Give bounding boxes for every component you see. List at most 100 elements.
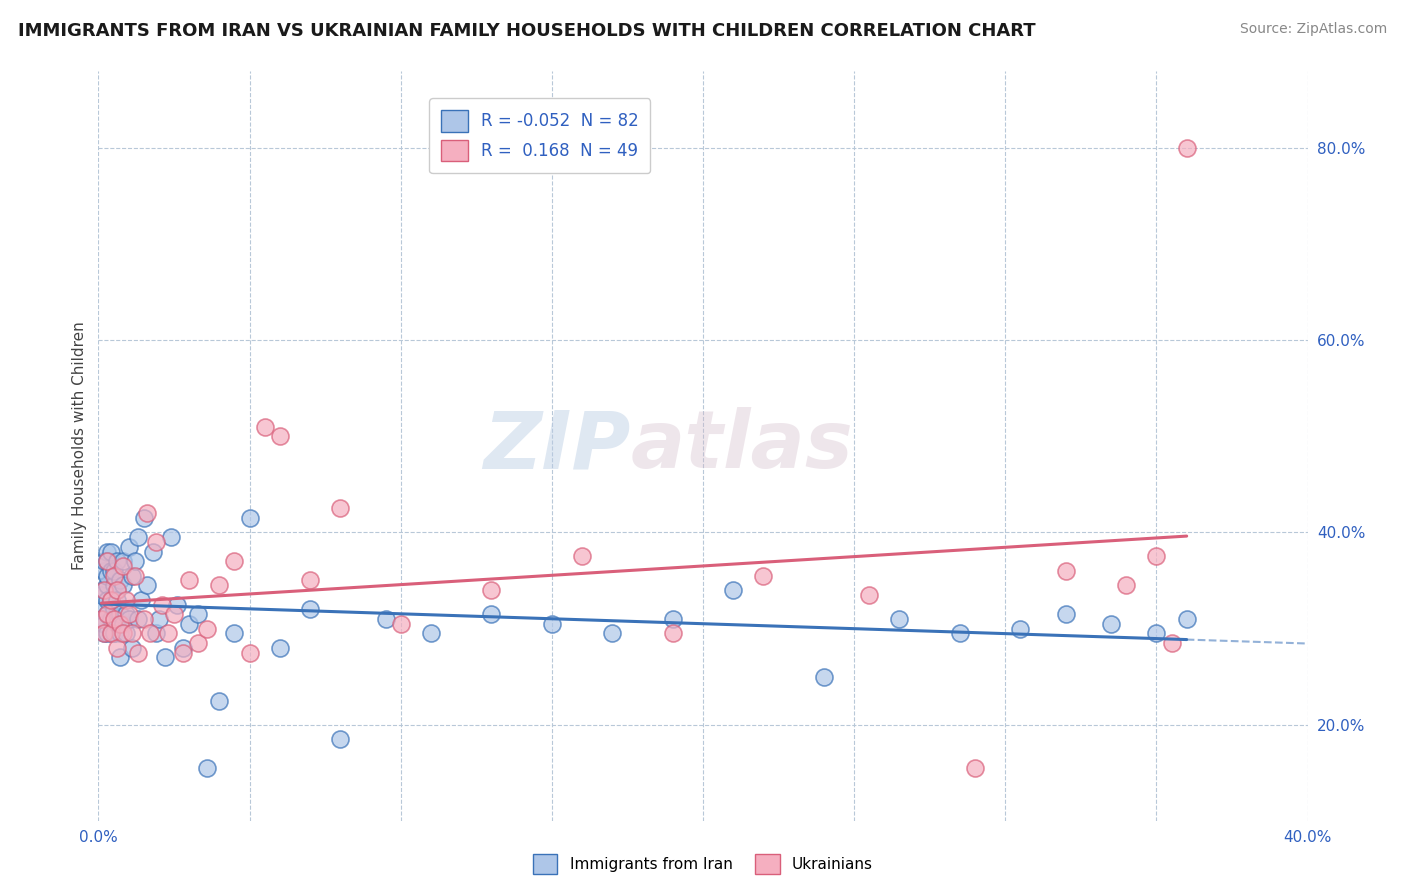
Point (100, 626, 122, 640)
Point (571, 549, 593, 564)
Point (1144, 626, 1167, 640)
Point (111, 578, 134, 592)
Point (481, 607, 503, 621)
Point (540, 616, 562, 631)
Point (93, 554, 115, 568)
Point (103, 564, 125, 578)
Point (103, 626, 125, 640)
Point (179, 574, 201, 588)
Point (96, 626, 118, 640)
Point (105, 640, 128, 655)
Point (1175, 612, 1198, 626)
Point (93, 626, 115, 640)
Point (224, 626, 246, 640)
Point (208, 578, 231, 592)
Point (121, 640, 143, 655)
Point (299, 574, 322, 588)
Point (329, 731, 352, 746)
Point (239, 646, 262, 660)
Point (269, 429, 291, 443)
Point (96, 554, 118, 568)
Point (96, 554, 118, 568)
Point (100, 626, 122, 640)
Point (374, 612, 396, 626)
Point (224, 554, 246, 568)
Point (723, 583, 745, 598)
Point (93, 583, 115, 598)
Point (150, 598, 173, 612)
Point (103, 568, 125, 582)
Point (145, 535, 167, 549)
Point (329, 501, 352, 516)
Point (118, 612, 141, 626)
Point (100, 612, 122, 626)
Point (96, 544, 118, 558)
Point (145, 626, 167, 640)
Point (93, 583, 115, 598)
Point (661, 626, 683, 640)
Point (166, 598, 188, 612)
Text: IMMIGRANTS FROM IRAN VS UKRAINIAN FAMILY HOUSEHOLDS WITH CHILDREN CORRELATION CH: IMMIGRANTS FROM IRAN VS UKRAINIAN FAMILY… (18, 22, 1036, 40)
Point (172, 646, 194, 660)
Point (153, 650, 176, 665)
Point (111, 626, 134, 640)
Point (93, 616, 115, 631)
Point (93, 564, 115, 578)
Point (105, 583, 128, 598)
Point (118, 540, 141, 554)
Point (108, 626, 131, 640)
Point (105, 612, 128, 626)
Point (156, 626, 179, 640)
Point (118, 607, 141, 621)
Point (127, 612, 149, 626)
Point (105, 592, 128, 607)
Point (239, 511, 262, 525)
Point (858, 588, 880, 602)
Point (105, 616, 128, 631)
Point (389, 616, 412, 631)
Point (103, 612, 125, 626)
Point (105, 583, 128, 598)
Point (142, 544, 165, 558)
Point (965, 761, 987, 775)
Point (108, 616, 131, 631)
Point (103, 612, 125, 626)
Point (96, 578, 118, 592)
Point (1144, 549, 1167, 564)
Point (1115, 578, 1137, 592)
Point (481, 583, 503, 598)
Point (103, 578, 125, 592)
Point (96, 607, 118, 621)
Point (1175, 141, 1198, 155)
Point (124, 554, 146, 568)
Point (269, 640, 291, 655)
Point (108, 574, 131, 588)
Point (121, 626, 143, 640)
Point (163, 607, 186, 621)
Point (108, 607, 131, 621)
Text: ZIP: ZIP (484, 407, 630, 485)
Point (103, 602, 125, 616)
Point (602, 626, 624, 640)
Point (93, 612, 115, 626)
Point (135, 506, 157, 520)
Point (127, 646, 149, 660)
Point (127, 530, 149, 544)
Point (1010, 622, 1032, 636)
Point (813, 669, 835, 683)
Y-axis label: Family Households with Children: Family Households with Children (72, 322, 87, 570)
Point (195, 761, 218, 775)
Point (172, 640, 194, 655)
Point (253, 419, 276, 434)
Point (949, 626, 972, 640)
Point (129, 592, 152, 607)
Point (114, 626, 136, 640)
Point (299, 602, 322, 616)
Point (93, 626, 115, 640)
Point (661, 612, 683, 626)
Point (889, 612, 911, 626)
Point (752, 568, 775, 582)
Point (148, 612, 170, 626)
Point (114, 592, 136, 607)
Point (1054, 607, 1077, 621)
